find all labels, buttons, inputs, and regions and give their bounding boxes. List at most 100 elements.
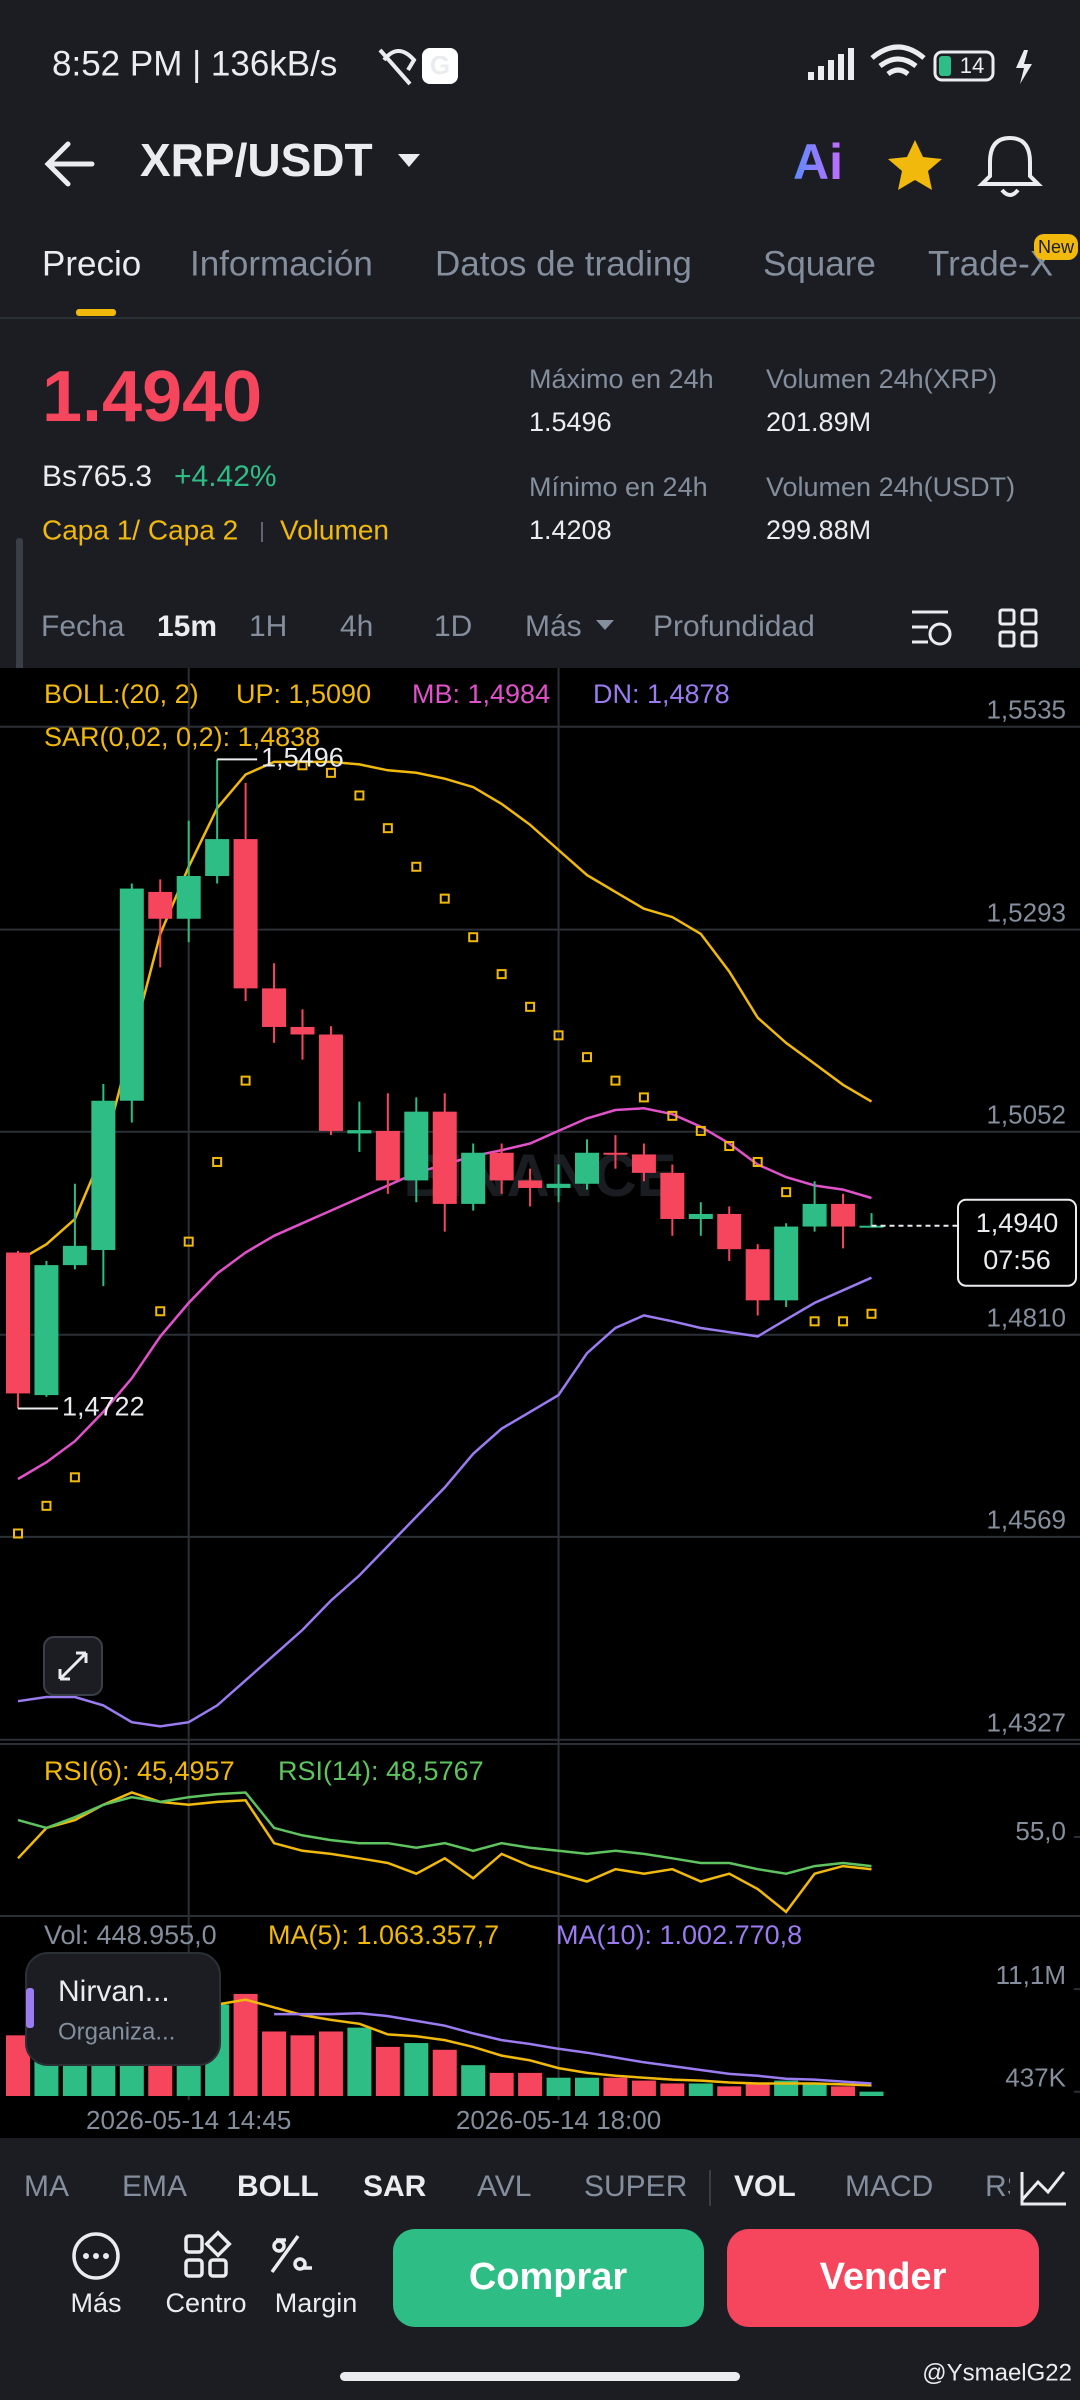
volume-bar — [233, 1993, 258, 2096]
sar-dot — [468, 932, 479, 943]
volume-bar — [631, 2080, 656, 2096]
candle-body — [347, 1130, 372, 1134]
interval[interactable]: 1H — [249, 610, 287, 643]
interval[interactable]: Profundidad — [653, 610, 815, 643]
low-label: 1,4722 — [62, 1392, 145, 1422]
indicator-label: UP: 1,5090 — [236, 679, 371, 709]
last-price-box[interactable] — [957, 1198, 1077, 1287]
indicator-tab[interactable]: SUPER — [584, 2170, 687, 2203]
candle-body — [717, 1213, 742, 1250]
buy-button[interactable] — [393, 2229, 704, 2327]
x-tick-label: 2026-05-14 18:00 — [456, 2105, 661, 2135]
chart: 2026-05-14 14:45 2026-05-14 18:00 1,5535 1,… — [0, 668, 1080, 2135]
indicator-tab[interactable]: EMA — [122, 2170, 187, 2203]
favorite-button[interactable] — [888, 140, 942, 190]
indicator-tab[interactable]: VOL — [734, 2170, 796, 2203]
back-button[interactable] — [44, 141, 95, 187]
indicator-tab[interactable]: AVL — [477, 2170, 531, 2203]
volume-bar — [802, 2083, 827, 2096]
candle-body — [6, 1252, 30, 1394]
volume-bar — [603, 2077, 628, 2096]
tab[interactable]: Trade-X — [928, 244, 1053, 283]
candle-body — [176, 875, 201, 919]
sell-button[interactable] — [727, 2229, 1039, 2327]
stat-label: Máximo en 24h — [529, 364, 714, 394]
sar-dot — [382, 823, 393, 834]
volume-bar — [318, 2031, 343, 2096]
status-icons: G — [378, 44, 995, 86]
y-tick-label: 1,5293 — [986, 898, 1066, 928]
interval-bar: Fecha 15m 1H 4h 1D Más Profundidad — [41, 610, 815, 643]
candle-body — [233, 839, 258, 989]
volume-bar — [660, 2083, 685, 2096]
volume-bar — [688, 2083, 713, 2096]
sar-dot — [297, 760, 308, 771]
indicator-tab[interactable]: BOLL — [237, 2170, 319, 2203]
y-tick-label: 437K — [1005, 2063, 1066, 2093]
high-label: 1,5496 — [261, 743, 344, 773]
sar-dot — [13, 1528, 23, 1539]
volume-bar — [859, 2091, 884, 2096]
ai-button[interactable]: Ai — [793, 134, 843, 190]
tab[interactable]: Datos de trading — [435, 244, 692, 283]
tab[interactable]: Precio — [42, 244, 141, 283]
indicator-tab[interactable]: SAR — [363, 2170, 427, 2203]
y-tick-label: 1,5535 — [986, 695, 1066, 725]
indicator-label: MA(10): 1.002.770,8 — [556, 1920, 802, 1950]
interval[interactable]: Más — [525, 610, 582, 643]
y-tick-label: 11,1M — [996, 1960, 1066, 1990]
stat-value: 1.5496 — [529, 407, 612, 437]
action-label[interactable]: Más — [70, 2288, 121, 2318]
tab[interactable]: Información — [190, 244, 373, 283]
sar-dot — [695, 1125, 706, 1136]
action-label[interactable]: Centro — [165, 2288, 246, 2318]
floating-card[interactable] — [25, 1952, 221, 2066]
candle-body — [688, 1213, 713, 1219]
interval[interactable]: 1D — [434, 610, 472, 643]
fiat-price: Bs765.3 — [42, 460, 152, 493]
action-label[interactable]: Margin — [275, 2288, 358, 2318]
chart-settings[interactable] — [912, 610, 952, 646]
interval[interactable]: 4h — [340, 610, 373, 643]
candle-body — [745, 1249, 770, 1301]
sell-label: Vender — [820, 2256, 947, 2298]
pair-title[interactable]: XRP/USDT — [140, 134, 373, 186]
indicator-tab[interactable]: MACD — [845, 2170, 933, 2203]
candle-body — [148, 891, 173, 919]
home-indicator — [340, 2372, 740, 2381]
sar-dot — [69, 1472, 80, 1483]
chart-background — [0, 668, 1080, 2138]
pair-dropdown[interactable] — [398, 154, 420, 167]
candle-body — [518, 1180, 543, 1188]
y-tick-label: 55,0 — [1015, 1816, 1066, 1846]
candle-body — [831, 1203, 856, 1227]
tab[interactable]: Square — [763, 244, 876, 283]
alert-button[interactable] — [977, 135, 1043, 197]
more-dropdown[interactable] — [596, 620, 614, 630]
buy-label: Comprar — [469, 2256, 628, 2298]
indicator-tab[interactable]: MA — [24, 2170, 69, 2203]
candle-body — [603, 1152, 628, 1155]
candle-body — [34, 1265, 59, 1396]
candle-body — [802, 1203, 827, 1227]
price-change: +4.42% — [174, 460, 277, 493]
candle-body — [489, 1152, 514, 1181]
candle-body — [575, 1152, 599, 1184]
stat-value: 201.89M — [766, 407, 871, 437]
layout-button[interactable] — [998, 608, 1038, 648]
indicator-settings[interactable] — [1020, 2171, 1066, 2206]
countdown: 07:56 — [983, 1245, 1051, 1275]
last-price: 1.4940 — [42, 357, 262, 437]
interval[interactable]: Fecha — [41, 610, 125, 643]
volume-tag[interactable]: Volumen — [280, 514, 389, 545]
volume-bar — [575, 2077, 599, 2096]
interval[interactable]: 15m — [157, 610, 217, 643]
volume-bar — [432, 2049, 457, 2096]
charging-icon — [1016, 50, 1032, 84]
layer-tag[interactable]: Capa 1/ Capa 2 — [42, 514, 238, 545]
rsi-line — [17, 1791, 872, 1875]
svg-text:G: G — [430, 50, 450, 80]
sar-dot — [439, 893, 450, 904]
sar-dot — [610, 1075, 621, 1086]
sar-dot — [553, 1030, 564, 1041]
